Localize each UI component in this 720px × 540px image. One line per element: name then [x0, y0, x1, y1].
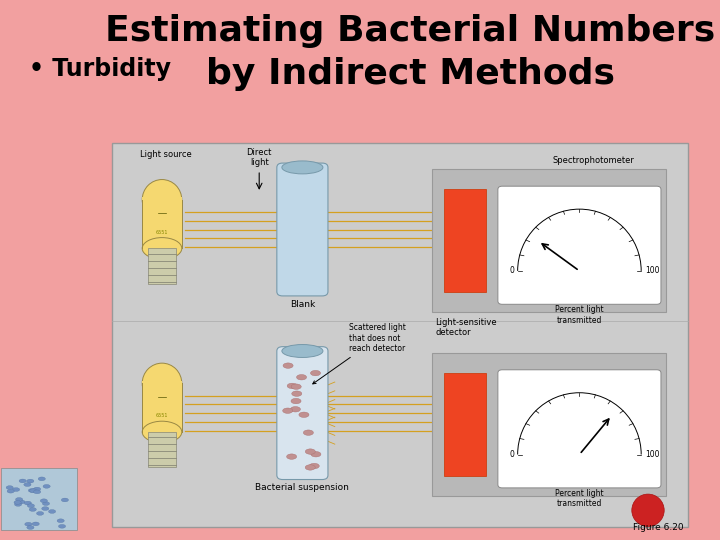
Ellipse shape [19, 479, 26, 483]
Ellipse shape [292, 391, 302, 396]
Ellipse shape [58, 524, 66, 528]
FancyBboxPatch shape [148, 432, 176, 467]
Ellipse shape [61, 498, 68, 502]
Ellipse shape [48, 510, 55, 514]
FancyBboxPatch shape [143, 381, 181, 432]
Ellipse shape [57, 519, 64, 523]
Text: 100: 100 [645, 266, 660, 275]
Ellipse shape [43, 484, 50, 488]
Ellipse shape [297, 375, 307, 380]
Ellipse shape [24, 522, 32, 526]
Ellipse shape [6, 485, 13, 489]
Ellipse shape [28, 489, 35, 492]
Ellipse shape [14, 503, 22, 507]
Text: Bacterial suspension: Bacterial suspension [256, 483, 349, 492]
Text: Spectrophotometer: Spectrophotometer [553, 156, 635, 165]
Ellipse shape [142, 179, 181, 220]
Ellipse shape [18, 500, 25, 504]
Ellipse shape [287, 454, 297, 460]
Text: Estimating Bacterial Numbers: Estimating Bacterial Numbers [105, 14, 716, 48]
Ellipse shape [287, 383, 297, 389]
Ellipse shape [32, 522, 40, 526]
Ellipse shape [12, 488, 19, 491]
Text: Scattered light
that does not
reach detector: Scattered light that does not reach dete… [312, 323, 406, 384]
Text: 6551: 6551 [156, 230, 168, 235]
FancyBboxPatch shape [276, 163, 328, 296]
FancyBboxPatch shape [276, 347, 328, 480]
FancyBboxPatch shape [1, 468, 77, 530]
Ellipse shape [27, 479, 34, 483]
Text: Percent light
transmitted: Percent light transmitted [555, 489, 604, 508]
Ellipse shape [305, 449, 315, 454]
Ellipse shape [29, 508, 36, 511]
FancyBboxPatch shape [498, 186, 661, 305]
Ellipse shape [283, 363, 293, 368]
Ellipse shape [24, 501, 32, 505]
FancyBboxPatch shape [444, 373, 486, 476]
Ellipse shape [303, 430, 313, 435]
Ellipse shape [24, 483, 31, 487]
Text: 6551: 6551 [156, 413, 168, 418]
Ellipse shape [282, 161, 323, 174]
Text: Direct
light: Direct light [246, 148, 272, 167]
Ellipse shape [38, 477, 45, 481]
Ellipse shape [299, 412, 309, 417]
Ellipse shape [632, 494, 665, 526]
Text: by Indirect Methods: by Indirect Methods [206, 57, 615, 91]
Ellipse shape [42, 502, 50, 505]
Text: 0: 0 [509, 266, 514, 275]
FancyBboxPatch shape [112, 143, 688, 526]
Ellipse shape [142, 363, 181, 404]
FancyBboxPatch shape [444, 190, 486, 293]
Ellipse shape [291, 399, 301, 404]
FancyBboxPatch shape [148, 248, 176, 284]
Ellipse shape [34, 490, 41, 494]
Ellipse shape [30, 489, 37, 492]
FancyBboxPatch shape [498, 370, 661, 488]
Ellipse shape [309, 463, 319, 469]
Text: • Turbidity: • Turbidity [29, 57, 171, 80]
FancyBboxPatch shape [432, 170, 666, 313]
Ellipse shape [142, 421, 181, 443]
Ellipse shape [37, 511, 44, 515]
Ellipse shape [27, 525, 34, 529]
Text: Blank: Blank [289, 300, 315, 309]
Text: Light-sensitive
detector: Light-sensitive detector [436, 318, 498, 338]
Ellipse shape [40, 499, 48, 503]
Ellipse shape [14, 501, 21, 504]
Ellipse shape [142, 238, 181, 259]
Text: 0: 0 [509, 450, 514, 459]
Text: 100: 100 [645, 450, 660, 459]
Ellipse shape [311, 451, 321, 457]
Ellipse shape [7, 489, 14, 493]
Text: Percent light
transmitted: Percent light transmitted [555, 306, 604, 325]
Ellipse shape [310, 370, 320, 376]
Ellipse shape [283, 408, 293, 414]
Ellipse shape [291, 384, 301, 389]
FancyBboxPatch shape [432, 353, 666, 496]
Ellipse shape [33, 487, 40, 491]
Ellipse shape [282, 345, 323, 357]
Ellipse shape [290, 407, 300, 412]
Ellipse shape [42, 507, 49, 510]
FancyBboxPatch shape [143, 197, 181, 248]
Ellipse shape [16, 497, 23, 501]
Text: Figure 6.20: Figure 6.20 [634, 523, 684, 532]
Text: Light source: Light source [140, 150, 192, 159]
Ellipse shape [27, 504, 35, 508]
Ellipse shape [305, 465, 315, 470]
